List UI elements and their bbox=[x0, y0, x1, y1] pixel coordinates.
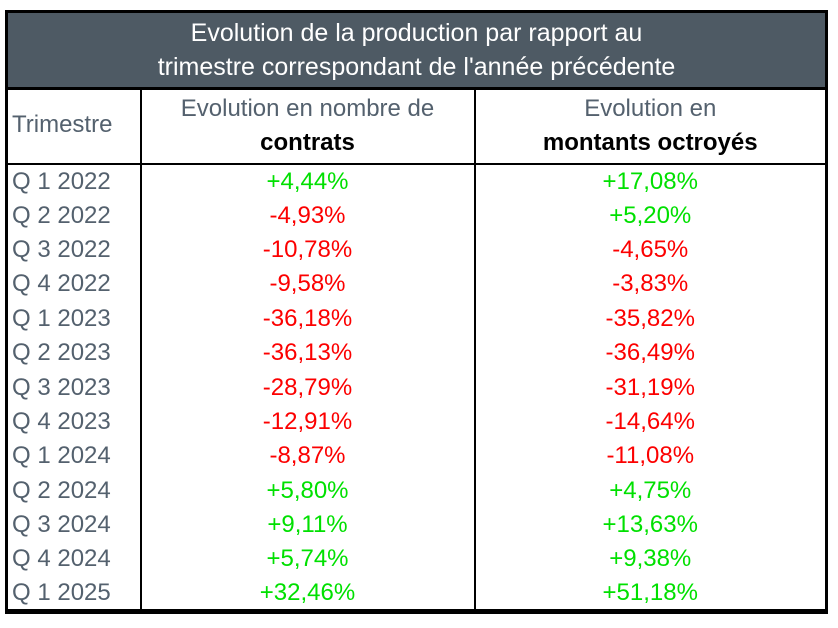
table-row: Q 1 2023 -36,18% -35,82% bbox=[6, 301, 827, 336]
table-row: Q 4 2022 -9,58% -3,83% bbox=[6, 267, 827, 302]
amounts-evolution-value: +4,75% bbox=[609, 476, 692, 504]
table-row: Q 2 2022 -4,93% +5,20% bbox=[6, 198, 827, 233]
quarter-label: Q 4 2024 bbox=[6, 542, 142, 577]
contracts-evolution-value: +32,46% bbox=[140, 576, 476, 612]
quarter-label: Q 2 2023 bbox=[6, 335, 142, 371]
amounts-evolution-value: -14,64% bbox=[605, 407, 695, 435]
table-row: Q 4 2024 +5,74% +9,38% bbox=[6, 542, 827, 577]
table-row: Q 3 2024 +9,11% +13,63% bbox=[6, 507, 827, 543]
amounts-evolution-value: -31,19% bbox=[605, 373, 695, 401]
contracts-evolution-value: -10,78% bbox=[140, 232, 476, 268]
quarter-label: Q 1 2023 bbox=[6, 301, 142, 336]
title-line-2: trimestre correspondant de l'année précé… bbox=[157, 53, 676, 81]
amounts-evolution-value: -35,82% bbox=[605, 304, 695, 332]
table-row: Q 3 2022 -10,78% -4,65% bbox=[6, 232, 827, 268]
contracts-evolution-value: -4,93% bbox=[140, 198, 476, 233]
amounts-evolution-value: +17,08% bbox=[602, 167, 698, 195]
quarter-label: Q 4 2022 bbox=[6, 267, 142, 302]
contracts-evolution-value: +5,80% bbox=[140, 473, 476, 508]
contracts-evolution-value: -28,79% bbox=[140, 370, 476, 405]
contracts-evolution-value: +4,44% bbox=[140, 164, 476, 199]
header-amounts-line1: Evolution en bbox=[584, 94, 717, 122]
quarter-label: Q 2 2024 bbox=[6, 473, 142, 508]
table-row: Q 1 2024 -8,87% -11,08% bbox=[6, 439, 827, 474]
quarter-label: Q 3 2024 bbox=[6, 507, 142, 543]
quarter-label: Q 3 2022 bbox=[6, 232, 142, 268]
header-amounts: Evolution en montants octroyés bbox=[474, 90, 827, 165]
amounts-evolution-value: +5,20% bbox=[609, 201, 692, 229]
contracts-evolution-value: -36,13% bbox=[140, 335, 476, 371]
header-amounts-line2: montants octroyés bbox=[542, 128, 758, 156]
table-row: Q 1 2025 +32,46% +51,18% bbox=[6, 576, 827, 612]
production-evolution-table: Evolution de la production par rapport a… bbox=[5, 10, 828, 614]
quarter-label: Q 4 2023 bbox=[6, 404, 142, 440]
quarter-label: Q 1 2025 bbox=[6, 576, 142, 612]
data-table: Trimestre Evolution en nombre de contrat… bbox=[5, 90, 828, 614]
contracts-evolution-value: -36,18% bbox=[140, 301, 476, 336]
contracts-evolution-value: -12,91% bbox=[140, 404, 476, 440]
table-title: Evolution de la production par rapport a… bbox=[5, 10, 828, 90]
quarter-label: Q 1 2022 bbox=[6, 164, 142, 199]
table-row: Q 2 2023 -36,13% -36,49% bbox=[6, 335, 827, 371]
amounts-evolution-value: -11,08% bbox=[606, 442, 695, 470]
amounts-evolution-value: +51,18% bbox=[602, 578, 698, 606]
table-body: Q 1 2022 +4,44% +17,08% Q 2 2022 -4,93% +5,20… bbox=[6, 164, 827, 612]
title-line-1: Evolution de la production par rapport a… bbox=[190, 19, 643, 47]
header-contracts-line2: contrats bbox=[260, 128, 355, 156]
amounts-evolution-value: +9,38% bbox=[609, 545, 692, 573]
contracts-evolution-value: +5,74% bbox=[140, 542, 476, 577]
contracts-evolution-value: +9,11% bbox=[140, 507, 476, 543]
amounts-evolution-value: -36,49% bbox=[605, 339, 695, 367]
table-row: Q 1 2022 +4,44% +17,08% bbox=[6, 164, 827, 199]
quarter-label: Q 1 2024 bbox=[6, 439, 142, 474]
contracts-evolution-value: -8,87% bbox=[140, 439, 476, 474]
header-row: Trimestre Evolution en nombre de contrat… bbox=[6, 90, 827, 165]
table-row: Q 3 2023 -28,79% -31,19% bbox=[6, 370, 827, 405]
table-row: Q 2 2024 +5,80% +4,75% bbox=[6, 473, 827, 508]
header-contracts: Evolution en nombre de contrats bbox=[140, 90, 476, 165]
quarter-label: Q 2 2022 bbox=[6, 198, 142, 233]
header-trimestre: Trimestre bbox=[6, 90, 142, 165]
amounts-evolution-value: -4,65% bbox=[612, 235, 689, 263]
contracts-evolution-value: -9,58% bbox=[140, 267, 476, 302]
header-contracts-line1: Evolution en nombre de bbox=[180, 94, 435, 122]
table-row: Q 4 2023 -12,91% -14,64% bbox=[6, 404, 827, 440]
amounts-evolution-value: -3,83% bbox=[612, 270, 689, 298]
amounts-evolution-value: +13,63% bbox=[602, 511, 698, 539]
quarter-label: Q 3 2023 bbox=[6, 370, 142, 405]
